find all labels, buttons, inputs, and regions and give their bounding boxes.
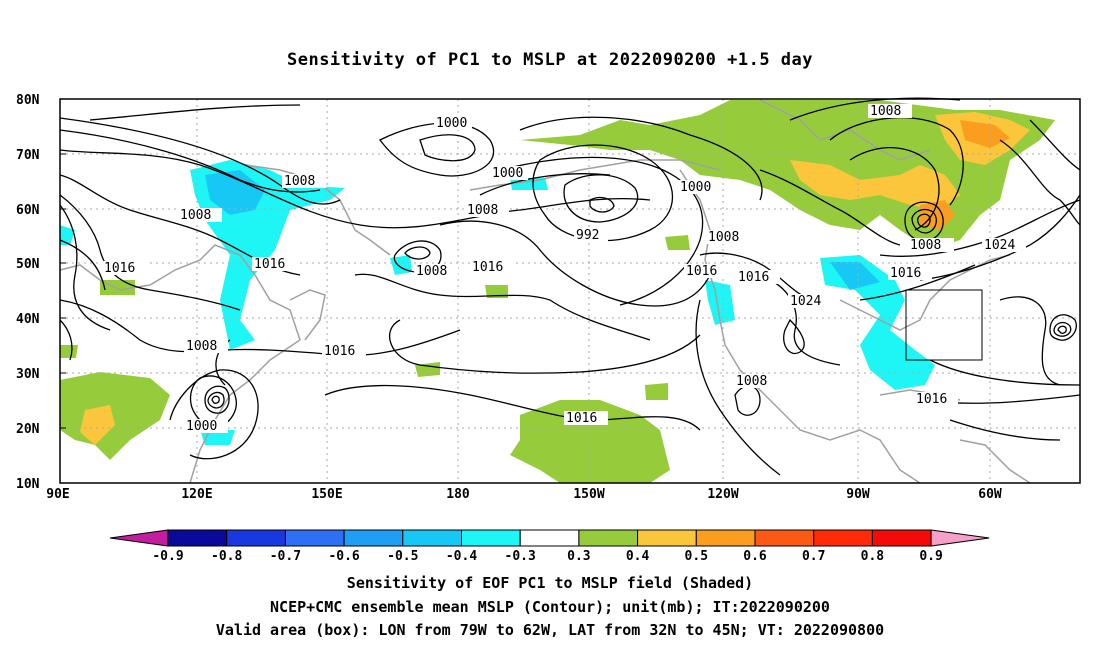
colorbar-label: 0.3 <box>567 549 590 564</box>
contour-label: 1016 <box>324 344 355 359</box>
lat-tick-label: 40N <box>16 312 40 327</box>
lat-tick-label: 60N <box>16 203 40 218</box>
colorbar-swatch <box>284 529 345 547</box>
contour-label: 1016 <box>566 411 597 426</box>
colorbar-swatch <box>637 529 697 547</box>
contour-label: 1008 <box>180 208 211 223</box>
colorbar-swatch <box>695 529 756 547</box>
colorbar-swatch <box>578 529 639 547</box>
lon-tick-label: 90E <box>46 487 69 502</box>
contour-label: 1008 <box>416 264 447 279</box>
colorbar-swatch <box>519 529 580 547</box>
colorbar-label: -0.4 <box>446 549 477 564</box>
colorbar-swatch <box>754 529 815 547</box>
lat-tick-label: 20N <box>16 422 40 437</box>
map-frame <box>59 98 1081 484</box>
contour-label: 1008 <box>467 203 498 218</box>
colorbar-label: 0.5 <box>685 549 708 564</box>
colorbar-label: -0.9 <box>152 549 183 564</box>
contour-label: 1016 <box>104 261 135 276</box>
contour-label: 1016 <box>738 270 769 285</box>
colorbar-label: 0.6 <box>743 549 767 564</box>
lat-tick-label: 30N <box>16 367 40 382</box>
colorbar-label: -0.5 <box>387 549 418 564</box>
lon-tick-label: 120E <box>181 487 212 502</box>
contour-label: 1008 <box>736 374 767 389</box>
colorbar-swatch <box>461 529 521 547</box>
colorbar-label: -0.8 <box>211 549 242 564</box>
colorbar-high-arrow <box>930 529 990 547</box>
contour-label: 1000 <box>186 419 217 434</box>
shaded-sensitivity <box>60 100 1055 483</box>
contour-label: 1024 <box>790 294 821 309</box>
contour-label: 1016 <box>890 266 921 281</box>
lon-tick-label: 60W <box>978 487 1002 502</box>
lat-axis: 80N 70N 60N 50N 40N 30N 20N 10N <box>16 93 66 492</box>
lat-tick-label: 70N <box>16 148 40 163</box>
contour-label: 1000 <box>492 166 523 181</box>
lon-tick-label: 90W <box>846 487 870 502</box>
lat-tick-label: 80N <box>16 93 40 108</box>
lon-tick-label: 120W <box>707 487 738 502</box>
lon-tick-label: 180 <box>446 487 470 502</box>
caption-line-3: Valid area (box): LON from 79W to 62W, L… <box>215 621 885 639</box>
contour-label: 1016 <box>686 264 717 279</box>
contour-label: 1024 <box>984 238 1015 253</box>
colorbar-label: -0.7 <box>270 549 301 564</box>
lat-tick-label: 10N <box>16 477 40 492</box>
colorbar-label: 0.8 <box>861 549 885 564</box>
contour-label: 1000 <box>436 116 467 131</box>
lon-tick-label: 150W <box>573 487 604 502</box>
colorbar-low-arrow <box>109 529 169 547</box>
caption-line-1: Sensitivity of EOF PC1 to MSLP field (Sh… <box>346 574 754 592</box>
colorbar-swatch <box>226 529 286 547</box>
colorbar-swatch <box>402 529 462 547</box>
colorbar-label: -0.6 <box>328 549 359 564</box>
contour-label: 1000 <box>680 180 711 195</box>
colorbar-label: 0.9 <box>919 549 942 564</box>
contour-label: 1016 <box>472 260 503 275</box>
colorbar-label: 0.4 <box>626 549 650 564</box>
validation-box <box>905 289 983 361</box>
contour-label: 1016 <box>916 392 947 407</box>
lon-axis: 90E 120E 150E 180 150W 120W 90W 60W <box>46 487 1002 502</box>
lon-tick-label: 150E <box>311 487 342 502</box>
colorbar-swatch <box>871 529 932 547</box>
contour-label: 1008 <box>708 230 739 245</box>
contour-label: 1008 <box>284 174 315 189</box>
contour-label: 1008 <box>910 238 941 253</box>
contour-labels: 1000 1008 1000 1008 992 1000 1008 1008 1… <box>102 104 1026 434</box>
colorbar-label: 0.7 <box>802 549 825 564</box>
colorbar-label: -0.3 <box>505 549 536 564</box>
caption-line-2: NCEP+CMC ensemble mean MSLP (Contour); u… <box>270 598 830 616</box>
contour-label: 992 <box>576 228 599 243</box>
colorbar-swatch <box>167 529 228 547</box>
contour-label: 1008 <box>186 339 217 354</box>
colorbar-swatch <box>343 529 404 547</box>
contour-label: 1016 <box>254 257 285 272</box>
lat-tick-label: 50N <box>16 257 40 272</box>
colorbar: -0.9 -0.8 -0.7 -0.6 -0.5 -0.4 -0.3 0.3 0.4 0.5 0.6… <box>109 529 990 564</box>
contour-label: 1008 <box>870 104 901 119</box>
colorbar-swatch <box>813 529 873 547</box>
map-title: Sensitivity of PC1 to MSLP at 2022090200… <box>286 50 813 70</box>
